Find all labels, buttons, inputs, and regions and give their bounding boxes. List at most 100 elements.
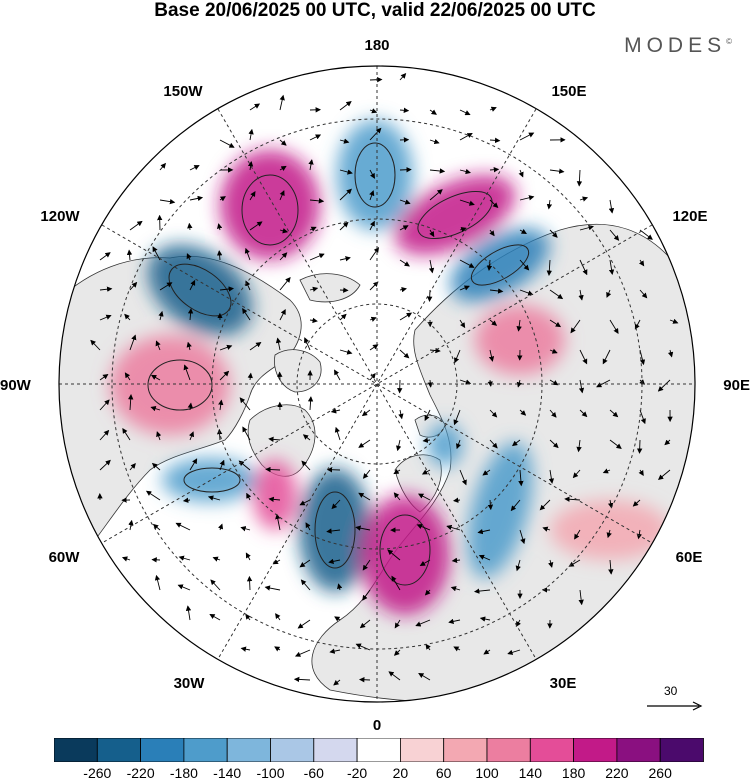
vector-scale-label: 30 [664,684,678,698]
wind-arrow [334,426,341,441]
wind-arrow [664,439,671,446]
wind-arrow [369,373,376,381]
wind-arrow [429,189,443,201]
wind-arrow [121,556,131,562]
wind-arrow [329,648,341,654]
wind-arrow [519,259,530,271]
wind-arrow [549,409,557,418]
wind-arrow [129,281,138,291]
wind-arrow [99,314,112,321]
wind-arrow [459,132,473,141]
wind-arrow [246,575,253,591]
wind-arrow [219,139,235,148]
wind-arrow [369,220,375,231]
wind-arrow [207,495,221,501]
wind-arrow [489,137,501,144]
wind-arrow [216,250,223,261]
wind-arrow [428,259,435,274]
wind-arrow [609,409,619,418]
wind-arrow [446,524,461,531]
wind-arrow [219,286,234,292]
wind-arrow [328,558,341,565]
wind-arrow [99,459,111,471]
wind-arrow [453,497,461,503]
wind-arrow [422,437,431,443]
wind-arrow [249,103,261,111]
lon-label-150w: 150W [163,83,203,100]
wind-arrow [454,349,461,364]
wind-arrow [239,397,251,411]
wind-arrow [212,556,221,562]
colorbar-swatch [573,738,618,762]
lon-label-60e: 60E [676,549,703,566]
wind-arrow [362,469,371,479]
colorbar-swatch [270,738,315,762]
colorbar-swatch [616,738,661,762]
wind-arrow [300,579,311,591]
anomaly-neg-bering [337,120,413,230]
wind-arrow [388,671,401,681]
colorbar-tick-label: -60 [303,765,324,781]
wind-arrow [546,259,552,276]
colorbar-tick-label: -140 [213,765,242,781]
wind-arrow [279,165,287,172]
wind-arrow [189,195,204,202]
wind-arrow [459,199,475,206]
wind-arrow [482,469,491,476]
wind-arrow [608,559,614,575]
wind-arrow [247,372,253,381]
wind-arrow [519,132,535,141]
wind-arrow [394,619,401,629]
wind-arrow [579,409,588,418]
colorbar-swatch [486,738,531,762]
wind-arrow [301,460,311,471]
wind-arrow [150,406,161,412]
wind-arrow [429,109,437,115]
wind-arrow [159,198,176,205]
lon-label-120w: 120W [40,208,80,225]
wind-arrow [299,499,311,506]
wind-arrow [249,191,256,201]
colorbar-swatch [399,738,445,762]
wind-arrow [187,308,194,321]
colorbar-swatch [140,738,185,762]
wind-arrow [210,579,221,591]
wind-arrow [636,439,643,454]
wind-arrow [99,399,110,411]
wind-arrow [579,259,588,276]
wind-arrow [240,646,251,652]
wind-arrow [245,613,251,621]
wind-arrow [333,679,341,686]
wind-arrow [145,490,161,501]
wind-arrow [189,279,196,291]
wind-arrow [177,584,191,591]
wind-arrow [516,319,522,332]
wind-arrow [369,316,377,322]
wind-arrow [608,199,615,214]
logo-copyright: © [726,37,732,46]
wind-arrow [451,557,461,564]
wind-arrow [355,525,371,531]
lon-label-180: 180 [364,37,389,54]
wind-arrow [549,289,564,300]
wind-arrow [539,499,551,511]
wind-arrow [489,288,504,294]
logo-text: MODES [624,34,727,57]
wind-arrow [339,256,351,262]
wind-arrow [355,643,371,651]
wind-arrow [483,649,491,655]
wind-arrow [609,229,620,241]
lon-label-90e: 90E [723,377,750,394]
colorbar-swatch [183,738,228,762]
wind-arrow [459,168,471,175]
colorbar-tick-label: 20 [392,765,409,781]
wind-arrow [478,554,491,561]
wind-arrow [518,469,524,487]
wind-arrow [489,199,499,209]
wind-arrow [334,616,341,622]
wind-arrow [129,463,136,471]
wind-arrow [307,396,314,411]
wind-arrow [178,555,191,561]
wind-arrow [187,402,193,411]
vector-scale-arrow [647,701,703,711]
